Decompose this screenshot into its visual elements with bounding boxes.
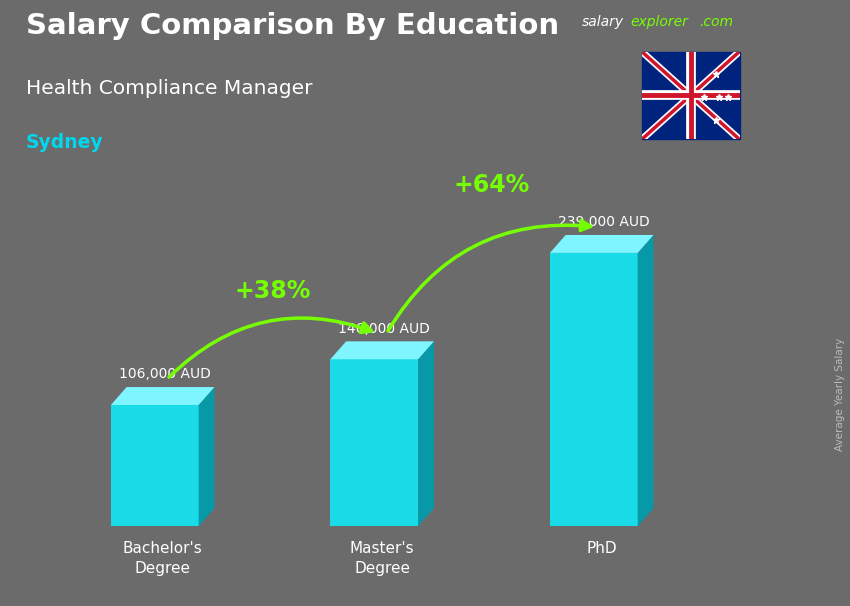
Text: salary: salary bbox=[582, 15, 625, 29]
Text: +38%: +38% bbox=[235, 279, 310, 303]
Polygon shape bbox=[110, 387, 214, 405]
Text: Sydney: Sydney bbox=[26, 133, 103, 152]
Text: PhD: PhD bbox=[586, 541, 617, 556]
Polygon shape bbox=[331, 359, 418, 526]
Text: 106,000 AUD: 106,000 AUD bbox=[119, 367, 211, 381]
Polygon shape bbox=[418, 341, 434, 526]
Text: 146,000 AUD: 146,000 AUD bbox=[338, 322, 430, 336]
Polygon shape bbox=[110, 405, 199, 526]
Text: Master's
Degree: Master's Degree bbox=[350, 541, 415, 576]
Text: explorer: explorer bbox=[631, 15, 689, 29]
Text: Bachelor's
Degree: Bachelor's Degree bbox=[122, 541, 202, 576]
Text: Health Compliance Manager: Health Compliance Manager bbox=[26, 79, 312, 98]
Polygon shape bbox=[550, 253, 638, 526]
Polygon shape bbox=[638, 235, 654, 526]
Polygon shape bbox=[550, 235, 654, 253]
Text: Average Yearly Salary: Average Yearly Salary bbox=[835, 338, 845, 450]
Polygon shape bbox=[199, 387, 214, 526]
Text: +64%: +64% bbox=[454, 173, 530, 197]
Text: .com: .com bbox=[699, 15, 733, 29]
Text: 239,000 AUD: 239,000 AUD bbox=[558, 215, 649, 229]
Text: Salary Comparison By Education: Salary Comparison By Education bbox=[26, 12, 558, 40]
Polygon shape bbox=[331, 341, 434, 359]
